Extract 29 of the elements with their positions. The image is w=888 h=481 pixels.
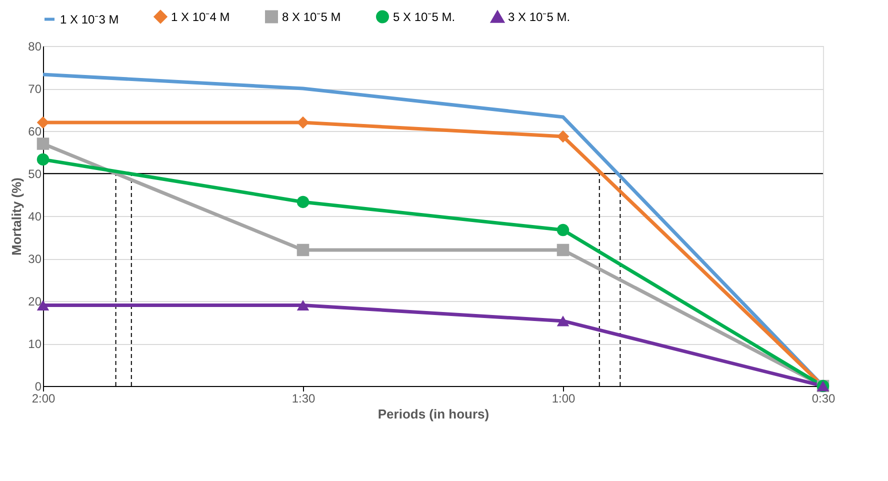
y-tick-label: 40 bbox=[28, 210, 42, 224]
y-tick-label: 60 bbox=[28, 124, 42, 138]
point bbox=[296, 196, 310, 208]
x-tick-label: 0:30 bbox=[812, 392, 836, 406]
legend-label: 8 X 10⁻5 M bbox=[282, 10, 341, 24]
point bbox=[296, 244, 310, 256]
y-tick-label: 70 bbox=[28, 82, 42, 96]
legend-label: 3 X 10⁻5 M. bbox=[508, 10, 570, 24]
y-tick-label: 10 bbox=[28, 337, 42, 351]
point bbox=[296, 300, 310, 311]
x-tick-label: 1:00 bbox=[552, 392, 576, 406]
y-tick-label: 0 bbox=[34, 380, 42, 394]
point bbox=[556, 244, 570, 256]
point bbox=[36, 153, 50, 166]
point bbox=[556, 316, 570, 326]
x-tick-label: 2:00 bbox=[32, 392, 56, 406]
x-tick-label: 1:30 bbox=[292, 392, 316, 406]
point bbox=[556, 130, 570, 143]
y-tick-label: 20 bbox=[28, 294, 42, 308]
point bbox=[556, 224, 570, 236]
legend-label: 1 X 10⁻3 M bbox=[60, 12, 119, 26]
y-tick-label: 80 bbox=[28, 40, 42, 54]
y-tick-label: 30 bbox=[28, 252, 42, 266]
y-tick-label: 50 bbox=[28, 167, 42, 181]
y-axis-title: Mortality (%) bbox=[9, 178, 24, 256]
legend-label: 1 X 10⁻4 M bbox=[171, 10, 230, 24]
x-axis-title: Periods (in hours) bbox=[378, 406, 490, 422]
legend-label: 5 X 10⁻5 M. bbox=[393, 10, 456, 24]
point bbox=[36, 138, 50, 150]
